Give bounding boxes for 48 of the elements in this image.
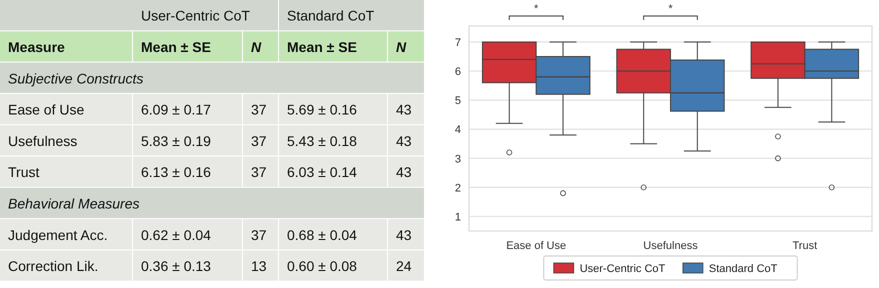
y-tick-label: 1 [454, 211, 461, 224]
text: 6.03 ± 0.14 [287, 164, 358, 180]
text: 37 [251, 164, 267, 180]
y-tick-label: 2 [454, 182, 461, 194]
text: 37 [251, 102, 267, 118]
text: * [668, 3, 674, 15]
text: 5.69 ± 0.16 [287, 102, 358, 118]
y-tick-label: 6 [454, 66, 461, 78]
text: 0.68 ± 0.04 [287, 226, 358, 243]
text: Mean ± SE [287, 38, 357, 55]
text: 0.60 ± 0.08 [287, 258, 358, 274]
y-tick-label: 3 [454, 153, 461, 166]
text: 24 [396, 258, 412, 274]
legend-label: Standard CoT [708, 263, 778, 275]
text: 5.83 ± 0.19 [141, 132, 212, 149]
text: 37 [251, 226, 267, 243]
text: Mean ± SE [141, 38, 211, 55]
text: 0.62 ± 0.04 [141, 226, 212, 243]
x-tick-label: Trust [792, 240, 818, 252]
text: Usefulness [8, 132, 78, 149]
text: Judgement Acc. [8, 226, 108, 243]
text: Behavioral Measures [8, 195, 140, 212]
legend-label: User-Centric CoT [580, 263, 666, 275]
text: Standard CoT [287, 8, 375, 24]
text: N [396, 38, 407, 55]
text: 6.13 ± 0.16 [141, 164, 212, 180]
text: User-Centric CoT [141, 8, 250, 24]
text: Trust [8, 164, 40, 180]
text: 5.43 ± 0.18 [287, 132, 358, 149]
y-tick-label: 7 [454, 36, 461, 49]
text: N [251, 38, 262, 55]
text: * [534, 3, 540, 15]
y-tick-label: 4 [454, 124, 461, 136]
text: Measure [8, 38, 66, 55]
text: Ease of Use [8, 102, 84, 118]
text: 37 [251, 132, 267, 149]
text: 43 [396, 132, 412, 149]
x-tick-label: Usefulness [643, 240, 698, 252]
x-tick-label: Ease of Use [506, 240, 566, 252]
text: Subjective Constructs [8, 70, 144, 86]
text: 6.09 ± 0.17 [141, 102, 212, 118]
text: 0.36 ± 0.13 [141, 258, 212, 274]
text: 43 [396, 164, 412, 180]
text: 43 [396, 226, 412, 243]
text: Correction Lik. [8, 258, 98, 274]
text: 43 [396, 102, 412, 118]
text: 13 [251, 258, 267, 274]
y-tick-label: 5 [454, 95, 461, 108]
